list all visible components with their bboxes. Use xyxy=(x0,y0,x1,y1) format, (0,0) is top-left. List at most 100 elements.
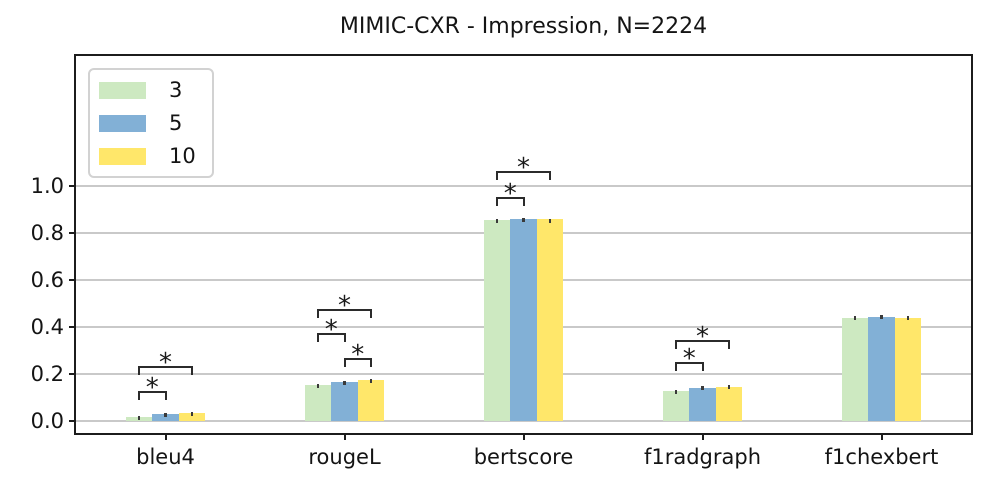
legend-swatch-yellow xyxy=(99,147,146,165)
significance-bracket-end xyxy=(343,333,346,343)
significance-bracket xyxy=(676,339,729,342)
significance-bracket-end xyxy=(728,339,730,349)
bar-rougeL-3 xyxy=(304,384,332,422)
bar-f1chexbert-5 xyxy=(868,317,895,422)
error-bar xyxy=(880,314,883,320)
significance-bracket-end xyxy=(701,362,704,372)
x-tick xyxy=(880,433,883,440)
significance-bracket xyxy=(344,357,371,360)
bar-f1chexbert-3 xyxy=(841,318,869,422)
legend: 3 5 10 xyxy=(88,68,214,178)
x-tick-label-bleu4: bleu4 xyxy=(136,445,195,469)
significance-star: * xyxy=(696,321,709,352)
significance-bracket-end xyxy=(317,308,319,318)
significance-bracket xyxy=(497,196,524,199)
x-tick-label-f1radgraph: f1radgraph xyxy=(643,445,762,469)
significance-bracket-end xyxy=(317,333,319,343)
x-tick-label-bertscore: bertscore xyxy=(473,445,574,469)
y-tick-label: 0.6 xyxy=(30,267,64,292)
bar-f1radgraph-10 xyxy=(715,387,743,422)
plot-area: 3 5 10 * * * * * * * * * xyxy=(76,56,971,433)
y-tick xyxy=(69,231,76,234)
bar-bertscore-5 xyxy=(510,219,537,422)
bar-bertscore-10 xyxy=(536,219,564,422)
significance-bracket-end xyxy=(343,357,346,367)
significance-star: * xyxy=(159,348,172,379)
gridline xyxy=(76,184,971,187)
legend-item-3: 3 xyxy=(99,79,196,101)
x-tick-label-rougeL: rougeL xyxy=(308,445,381,469)
legend-label: 3 xyxy=(169,78,183,102)
y-tick xyxy=(69,420,76,423)
significance-bracket-end xyxy=(675,339,677,349)
significance-bracket-end xyxy=(138,391,140,401)
error-bar xyxy=(316,383,320,388)
error-bar xyxy=(164,412,167,417)
bar-f1radgraph-3 xyxy=(662,391,690,422)
significance-star: * xyxy=(145,373,159,404)
legend-item-10: 10 xyxy=(99,145,196,167)
y-tick xyxy=(69,325,76,328)
significance-star: * xyxy=(503,178,517,209)
significance-bracket-end xyxy=(675,362,677,372)
y-tick xyxy=(69,373,76,376)
legend-item-5: 5 xyxy=(99,112,196,134)
x-tick xyxy=(522,433,525,440)
bar-bertscore-3 xyxy=(483,219,511,422)
bar-bleu4-5 xyxy=(152,413,179,422)
significance-bracket xyxy=(497,171,550,174)
gridline xyxy=(76,420,971,423)
error-bar xyxy=(906,315,910,321)
y-tick xyxy=(69,184,76,187)
y-tick-label: 0.8 xyxy=(30,220,64,245)
bar-bleu4-10 xyxy=(178,412,206,422)
bar-rougeL-10 xyxy=(357,379,385,422)
error-bar xyxy=(674,389,678,394)
significance-star: * xyxy=(324,315,338,346)
significance-bracket xyxy=(139,366,192,369)
bar-rougeL-5 xyxy=(331,381,358,422)
error-bar xyxy=(137,415,141,420)
significance-bracket-end xyxy=(496,196,498,206)
x-tick xyxy=(164,433,167,440)
x-tick xyxy=(343,433,346,440)
y-tick-label: 1.0 xyxy=(30,173,64,198)
significance-bracket xyxy=(318,308,371,311)
y-tick xyxy=(69,278,76,281)
legend-swatch-blue xyxy=(99,114,146,132)
x-tick xyxy=(701,433,704,440)
error-bar xyxy=(190,411,194,416)
error-bar xyxy=(369,378,373,383)
y-tick-label: 0.0 xyxy=(30,409,64,434)
error-bar xyxy=(853,316,857,321)
significance-star: * xyxy=(682,344,696,375)
significance-star: * xyxy=(338,290,351,321)
significance-bracket-end xyxy=(138,366,140,376)
legend-label: 5 xyxy=(169,111,183,135)
error-bar xyxy=(522,218,525,223)
significance-star: * xyxy=(517,153,530,184)
significance-bracket-end xyxy=(164,391,167,401)
significance-star: * xyxy=(351,339,365,370)
bar-f1chexbert-10 xyxy=(894,318,922,422)
significance-bracket xyxy=(676,362,703,365)
y-tick-label: 0.4 xyxy=(30,314,64,339)
significance-bracket-end xyxy=(549,171,551,181)
legend-swatch-green xyxy=(99,81,146,99)
legend-label: 10 xyxy=(169,144,196,168)
significance-bracket-end xyxy=(370,357,372,367)
significance-bracket-end xyxy=(191,366,193,376)
error-bar xyxy=(701,386,704,391)
significance-bracket xyxy=(139,391,166,394)
error-bar xyxy=(343,380,346,385)
y-tick-label: 0.2 xyxy=(30,362,64,387)
significance-bracket-end xyxy=(496,171,498,181)
error-bar xyxy=(727,385,731,390)
significance-bracket-end xyxy=(370,308,372,318)
error-bar xyxy=(495,219,499,224)
chart-title: MIMIC-CXR - Impression, N=2224 xyxy=(339,14,708,39)
x-tick-label-f1chexbert: f1chexbert xyxy=(824,445,939,469)
bar-f1radgraph-5 xyxy=(689,387,716,422)
significance-bracket xyxy=(318,333,345,336)
